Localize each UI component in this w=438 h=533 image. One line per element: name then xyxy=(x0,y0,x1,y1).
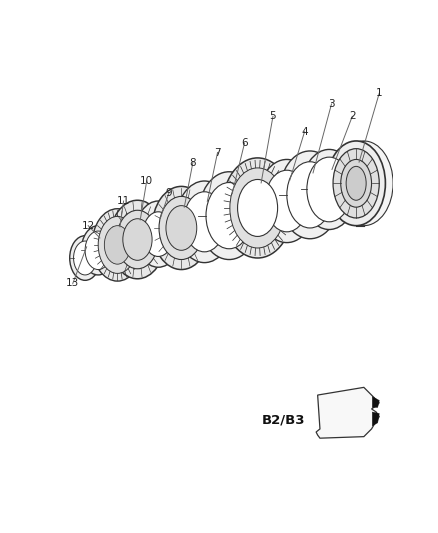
Ellipse shape xyxy=(287,161,333,228)
Ellipse shape xyxy=(198,172,260,260)
Ellipse shape xyxy=(104,225,131,264)
Text: 9: 9 xyxy=(166,188,172,198)
Ellipse shape xyxy=(85,231,111,270)
Ellipse shape xyxy=(184,192,225,252)
Ellipse shape xyxy=(341,159,371,207)
Text: 13: 13 xyxy=(66,278,79,288)
Text: 12: 12 xyxy=(81,221,95,231)
Text: 4: 4 xyxy=(301,127,308,137)
Ellipse shape xyxy=(135,201,181,267)
Text: B2/B3: B2/B3 xyxy=(262,413,305,426)
Ellipse shape xyxy=(110,200,165,279)
Ellipse shape xyxy=(335,141,393,225)
Ellipse shape xyxy=(166,206,197,251)
Ellipse shape xyxy=(237,180,278,237)
Polygon shape xyxy=(372,397,379,407)
Ellipse shape xyxy=(265,170,308,232)
Ellipse shape xyxy=(123,219,152,260)
Ellipse shape xyxy=(81,225,115,275)
Ellipse shape xyxy=(152,187,211,270)
Ellipse shape xyxy=(98,216,137,273)
Ellipse shape xyxy=(230,168,285,248)
Text: 1: 1 xyxy=(376,88,382,98)
Ellipse shape xyxy=(333,149,379,218)
Ellipse shape xyxy=(258,159,316,243)
Text: 11: 11 xyxy=(117,196,130,206)
Ellipse shape xyxy=(117,210,158,269)
Text: 6: 6 xyxy=(241,138,248,148)
Polygon shape xyxy=(372,412,379,426)
Polygon shape xyxy=(316,387,379,438)
Ellipse shape xyxy=(222,158,293,258)
Ellipse shape xyxy=(70,236,100,280)
Ellipse shape xyxy=(346,166,366,200)
Text: 5: 5 xyxy=(270,111,276,122)
Ellipse shape xyxy=(159,196,204,260)
Ellipse shape xyxy=(74,241,97,275)
Ellipse shape xyxy=(327,141,385,225)
Ellipse shape xyxy=(307,157,352,222)
Ellipse shape xyxy=(176,181,233,263)
Ellipse shape xyxy=(279,151,341,239)
Text: 7: 7 xyxy=(214,148,221,158)
Text: 2: 2 xyxy=(349,111,356,122)
Text: 3: 3 xyxy=(328,99,335,109)
Ellipse shape xyxy=(92,209,143,281)
Text: 8: 8 xyxy=(190,158,196,167)
Text: 10: 10 xyxy=(140,176,153,186)
Ellipse shape xyxy=(206,182,252,249)
Ellipse shape xyxy=(143,212,173,256)
Ellipse shape xyxy=(301,149,357,230)
